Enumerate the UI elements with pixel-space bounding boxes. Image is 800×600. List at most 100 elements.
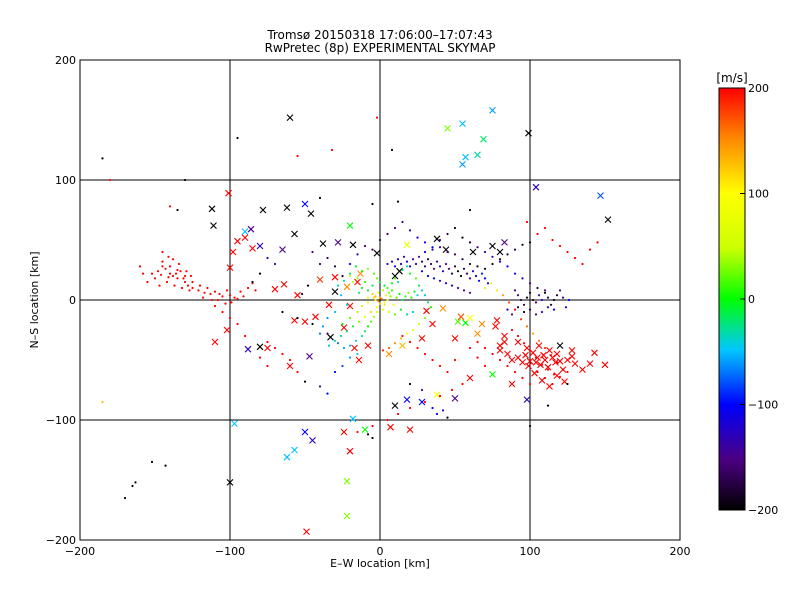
data-point xyxy=(366,433,370,436)
data-point xyxy=(318,332,322,335)
data-point-x xyxy=(385,350,393,358)
data-point xyxy=(153,277,157,280)
data-point xyxy=(336,342,340,345)
data-point xyxy=(498,258,502,261)
data-point-x xyxy=(283,204,291,211)
data-point-x xyxy=(579,366,586,373)
data-point xyxy=(476,356,479,359)
data-point xyxy=(167,276,170,279)
data-point xyxy=(158,284,161,287)
data-point xyxy=(468,241,472,244)
data-point xyxy=(146,280,149,284)
data-point-x xyxy=(264,344,271,352)
data-point xyxy=(441,409,445,412)
data-point xyxy=(396,412,400,416)
data-point-x xyxy=(480,135,487,143)
data-point-x xyxy=(291,230,298,238)
data-point xyxy=(453,253,457,256)
data-point xyxy=(377,291,380,294)
data-point xyxy=(567,298,571,302)
data-point xyxy=(405,265,409,268)
data-point xyxy=(342,346,346,350)
data-point xyxy=(423,316,427,320)
data-point xyxy=(456,270,460,273)
data-point xyxy=(471,270,475,273)
data-point xyxy=(356,277,359,280)
data-point xyxy=(333,310,337,314)
data-point xyxy=(371,436,374,440)
data-point-x xyxy=(489,242,496,250)
data-point-x xyxy=(459,161,466,168)
data-point xyxy=(551,382,554,386)
data-point-x xyxy=(454,318,462,325)
data-point xyxy=(185,270,188,273)
data-point xyxy=(177,262,181,266)
data-point xyxy=(416,346,419,350)
data-point xyxy=(396,200,400,203)
data-point xyxy=(371,424,374,428)
data-point xyxy=(371,292,374,296)
data-point xyxy=(326,316,329,320)
data-point xyxy=(164,464,167,467)
data-point-x xyxy=(256,242,264,250)
data-point xyxy=(566,250,569,254)
data-point xyxy=(555,294,559,297)
data-point xyxy=(522,342,526,345)
data-point xyxy=(258,356,262,359)
data-point-x xyxy=(271,285,279,293)
data-point xyxy=(447,267,451,270)
data-point xyxy=(516,306,520,309)
data-point-x xyxy=(459,120,466,127)
data-point xyxy=(528,349,532,352)
data-point-x xyxy=(309,437,316,444)
y-tick-label: 100 xyxy=(55,174,76,187)
data-point xyxy=(543,289,547,292)
data-point xyxy=(228,316,232,320)
data-point-x xyxy=(532,359,540,366)
data-point-x xyxy=(496,342,504,349)
x-tick-label: −100 xyxy=(215,545,245,558)
data-point xyxy=(423,352,427,356)
x-tick-label: 200 xyxy=(670,545,691,558)
data-point xyxy=(506,364,509,368)
data-point xyxy=(311,250,314,254)
data-point xyxy=(378,238,382,242)
data-point xyxy=(417,322,421,326)
data-point xyxy=(438,265,442,268)
data-point xyxy=(423,250,427,254)
data-point xyxy=(221,310,224,314)
data-point-x xyxy=(331,288,339,295)
data-point xyxy=(386,418,389,422)
data-point xyxy=(461,258,464,261)
data-point xyxy=(176,268,179,272)
data-point xyxy=(453,226,457,230)
data-point-x xyxy=(286,114,294,121)
data-point xyxy=(543,346,547,350)
data-point-x xyxy=(451,335,459,342)
data-point xyxy=(483,250,487,254)
data-point xyxy=(333,370,337,374)
data-point xyxy=(446,416,449,419)
data-point-x xyxy=(229,248,237,256)
data-point xyxy=(435,412,439,416)
data-point xyxy=(327,344,331,347)
data-point-x xyxy=(403,241,411,249)
data-point xyxy=(378,280,382,284)
data-point xyxy=(351,325,355,328)
data-point xyxy=(416,294,419,297)
data-point xyxy=(411,310,415,314)
data-point xyxy=(375,310,379,314)
data-point xyxy=(510,313,514,316)
data-point xyxy=(191,280,194,284)
data-point xyxy=(581,262,584,266)
data-point xyxy=(522,303,526,306)
data-point xyxy=(375,116,379,119)
data-point xyxy=(486,282,490,285)
y-tick-label: 200 xyxy=(55,54,76,67)
data-point xyxy=(360,270,364,273)
data-point xyxy=(468,262,472,266)
data-point-x xyxy=(489,371,496,378)
data-point xyxy=(281,352,284,356)
